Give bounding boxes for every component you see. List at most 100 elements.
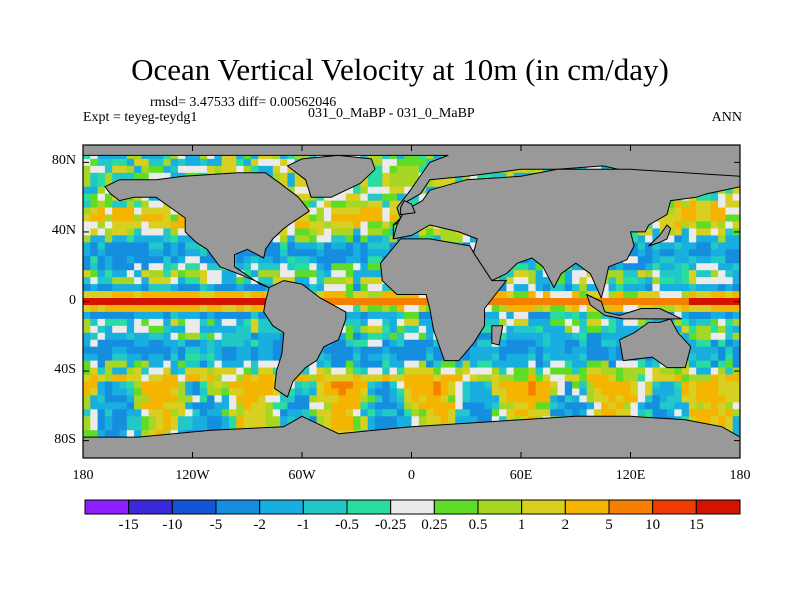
ocean-cell xyxy=(83,242,91,250)
ocean-cell xyxy=(309,388,317,396)
ocean-cell xyxy=(564,339,573,348)
ocean-cell xyxy=(236,298,244,306)
lon-tick-label: 60E xyxy=(509,468,533,483)
ocean-cell xyxy=(163,318,171,327)
ocean-cell xyxy=(499,374,507,382)
ocean-cell xyxy=(287,242,296,250)
ocean-cell xyxy=(367,193,376,202)
ocean-cell xyxy=(557,367,566,375)
ocean-cell xyxy=(513,304,522,313)
ocean-cell xyxy=(141,416,150,424)
ocean-cell xyxy=(674,277,682,285)
ocean-cell xyxy=(389,339,398,348)
ocean-cell xyxy=(309,277,317,285)
ocean-cell xyxy=(302,242,310,250)
ocean-cell xyxy=(163,277,171,285)
ocean-cell xyxy=(272,270,281,278)
ocean-cell xyxy=(265,165,274,174)
ocean-cell xyxy=(718,374,726,382)
ocean-cell xyxy=(258,256,266,264)
ocean-cell xyxy=(119,381,128,389)
ocean-cell xyxy=(375,416,383,424)
colorbar-swatch xyxy=(433,499,479,515)
ocean-cell xyxy=(177,409,186,417)
ocean-cell xyxy=(353,249,361,257)
ocean-cell xyxy=(126,381,135,389)
ocean-cell xyxy=(104,228,113,236)
ocean-cell xyxy=(156,325,164,334)
ocean-cell xyxy=(645,374,653,382)
ocean-cell xyxy=(367,270,376,278)
ocean-cell xyxy=(302,221,310,229)
ocean-cell xyxy=(177,263,186,271)
ocean-cell xyxy=(688,325,697,334)
ocean-cell xyxy=(659,249,668,257)
ocean-cell xyxy=(418,318,427,327)
ocean-cell xyxy=(440,381,449,389)
ocean-cell xyxy=(396,395,405,403)
ocean-cell xyxy=(521,291,529,299)
ocean-cell xyxy=(710,304,719,313)
ocean-cell xyxy=(389,353,398,362)
ocean-cell xyxy=(696,395,704,403)
ocean-cell xyxy=(148,304,157,313)
ocean-cell xyxy=(345,186,354,195)
ocean-cell xyxy=(564,304,573,313)
colorbar-swatch xyxy=(695,499,741,515)
ocean-cell xyxy=(542,395,551,403)
colorbar-label: -2 xyxy=(253,517,266,533)
ocean-cell xyxy=(280,263,288,271)
ocean-cell xyxy=(258,318,266,327)
ocean-cell xyxy=(272,263,281,271)
ocean-cell xyxy=(521,353,529,362)
ocean-cell xyxy=(97,228,106,236)
ocean-cell xyxy=(630,291,639,299)
ocean-cell xyxy=(732,409,741,417)
ocean-cell xyxy=(104,263,113,271)
ocean-cell xyxy=(236,388,244,396)
ocean-cell xyxy=(703,402,712,410)
ocean-cell xyxy=(134,277,142,285)
ocean-cell xyxy=(134,242,142,250)
ocean-cell xyxy=(367,339,376,348)
ocean-cell xyxy=(367,235,376,243)
ocean-cell xyxy=(521,270,529,278)
ocean-cell xyxy=(258,291,266,299)
ocean-cell xyxy=(316,360,325,368)
ocean-cell xyxy=(294,186,303,195)
ocean-cell xyxy=(557,339,566,348)
ocean-cell xyxy=(258,423,266,431)
ocean-cell xyxy=(579,353,588,362)
ocean-cell xyxy=(389,304,398,313)
ocean-cell xyxy=(353,325,361,334)
ocean-cell xyxy=(542,360,551,368)
ocean-cell xyxy=(185,311,193,320)
ocean-cell xyxy=(302,256,310,264)
ocean-cell xyxy=(90,416,98,424)
ocean-cell xyxy=(681,332,690,341)
ocean-cell xyxy=(134,409,142,417)
ocean-cell xyxy=(659,298,668,306)
ocean-cell xyxy=(696,409,704,417)
ocean-cell xyxy=(185,298,193,306)
ocean-cell xyxy=(411,298,420,306)
ocean-cell xyxy=(83,374,91,382)
ocean-cell xyxy=(513,332,522,341)
ocean-cell xyxy=(141,388,150,396)
ocean-cell xyxy=(499,367,507,375)
ocean-cell xyxy=(725,339,734,348)
ocean-cell xyxy=(323,360,332,368)
ocean-cell xyxy=(382,416,390,424)
ocean-cell xyxy=(250,346,259,355)
ocean-cell xyxy=(119,200,128,208)
ocean-cell xyxy=(236,291,244,299)
ocean-cell xyxy=(674,263,682,271)
ocean-cell xyxy=(484,325,493,334)
ocean-cell xyxy=(433,374,442,382)
ocean-cell xyxy=(375,242,383,250)
ocean-cell xyxy=(338,298,347,306)
ocean-cell xyxy=(163,325,171,334)
ocean-cell xyxy=(236,256,244,264)
ocean-cell xyxy=(499,311,507,320)
ocean-cell xyxy=(608,304,617,313)
